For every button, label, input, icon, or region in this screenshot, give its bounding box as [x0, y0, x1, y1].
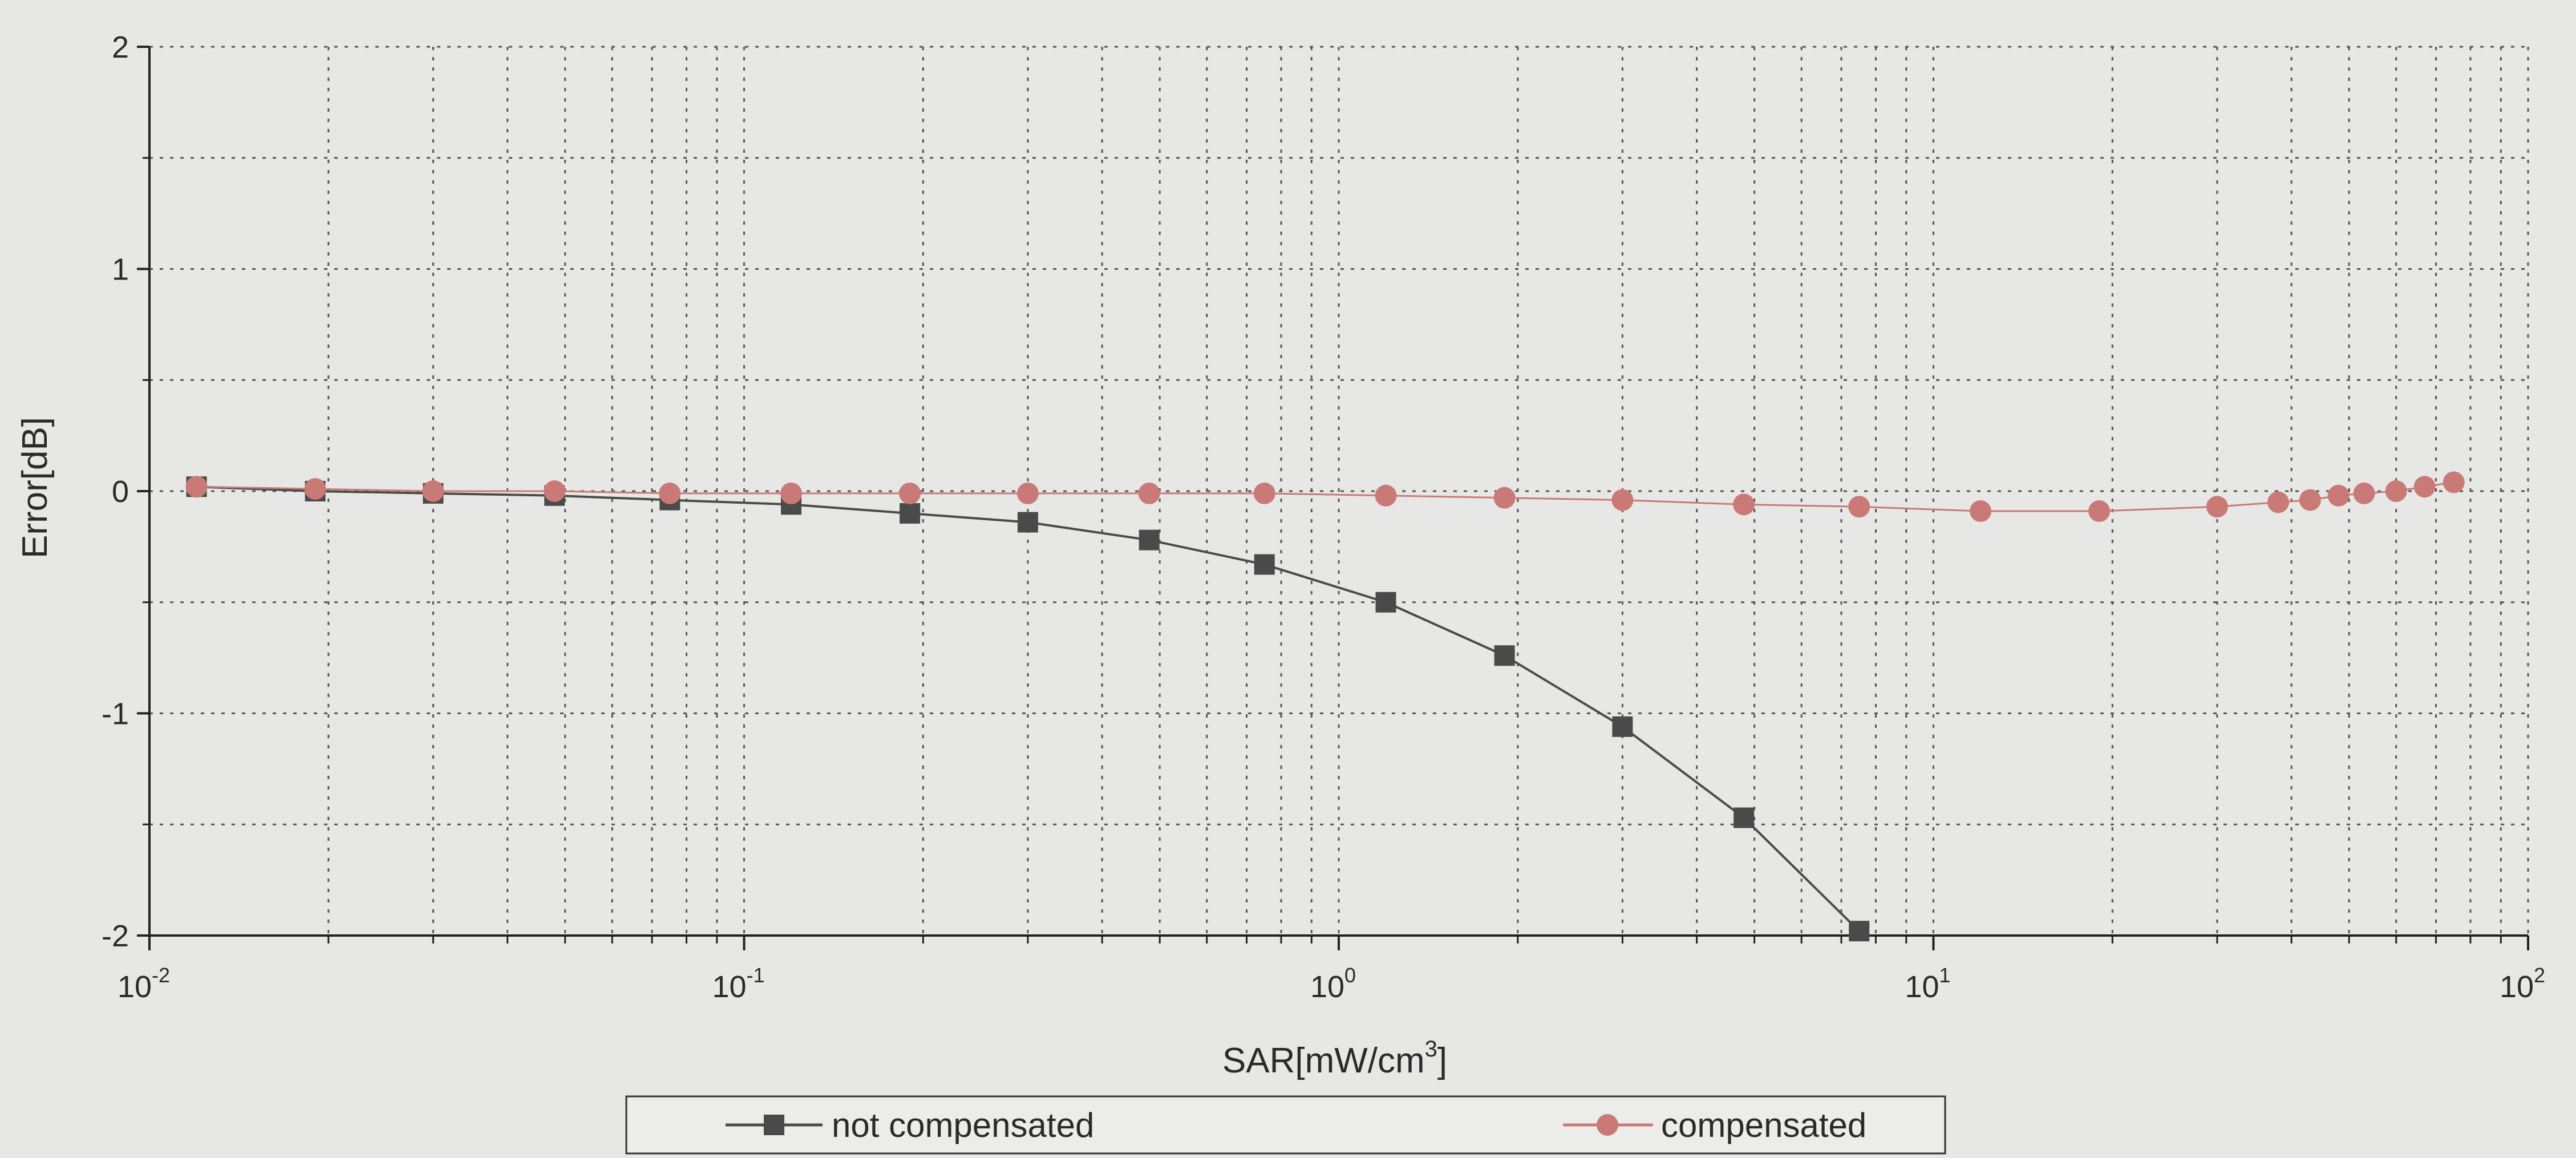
- data-point-compensated: [422, 480, 444, 502]
- data-point-compensated: [2353, 482, 2375, 504]
- data-point-compensated: [2267, 491, 2289, 513]
- data-point-compensated: [1253, 482, 1275, 504]
- legend-label-compensated: compensated: [1661, 1106, 1866, 1144]
- x-axis-title: SAR[mW/cm3]: [1222, 1036, 1447, 1080]
- x-tick-label: 10-2: [118, 963, 170, 1004]
- x-tick-label-exponent: -2: [152, 963, 170, 987]
- y-tick-label: -2: [102, 919, 129, 953]
- x-tick-label-exponent: 1: [1939, 963, 1951, 987]
- x-tick-label: 10-1: [712, 963, 764, 1004]
- data-point-compensated: [2443, 471, 2465, 493]
- legend: not compensated compensated: [625, 1095, 1946, 1155]
- x-tick-label: 100: [1310, 963, 1356, 1004]
- x-tick-label: 101: [1905, 963, 1950, 1004]
- data-point-compensated: [1016, 482, 1039, 504]
- data-point-not-compensated: [900, 503, 921, 524]
- x-tick-label-exponent: 0: [1344, 963, 1356, 987]
- data-point-compensated: [544, 480, 566, 502]
- x-tick-label: 102: [2500, 963, 2545, 1004]
- data-point-compensated: [1375, 484, 1397, 507]
- legend-marker-not-compensated: [764, 1115, 784, 1135]
- grid: [149, 46, 2529, 936]
- data-point-not-compensated: [1733, 807, 1755, 828]
- data-point-compensated: [780, 482, 803, 504]
- x-tick-label-base: 10: [1905, 970, 1939, 1004]
- data-point-not-compensated: [1612, 716, 1633, 737]
- x-axis-title-main: SAR[mW/cm: [1222, 1041, 1425, 1080]
- data-point-compensated: [185, 476, 208, 498]
- y-tick-label: 1: [112, 253, 129, 287]
- data-point-compensated: [1970, 500, 1992, 523]
- data-point-not-compensated: [1494, 645, 1515, 666]
- axes: 210-1-210-2 10-1 100 101 102: [102, 30, 2545, 1004]
- x-tick-label-base: 10: [118, 970, 152, 1004]
- data-point-compensated: [1138, 482, 1160, 504]
- data-point-compensated: [899, 482, 921, 504]
- x-tick-label-base: 10: [2500, 970, 2534, 1004]
- x-axis-title-sup: 3: [1425, 1036, 1437, 1062]
- data-point-compensated: [1493, 487, 1516, 509]
- legend-label-not-compensated: not compensated: [832, 1106, 1094, 1144]
- data-point-not-compensated: [1849, 921, 1870, 942]
- y-tick-label: -1: [102, 697, 129, 731]
- data-point-compensated: [1733, 493, 1755, 516]
- data-point-compensated: [659, 482, 681, 504]
- data-point-compensated: [1611, 489, 1634, 511]
- data-point-compensated: [2206, 496, 2228, 518]
- x-tick-label-exponent: -1: [747, 963, 765, 987]
- x-axis-title-suffix: ]: [1437, 1041, 1447, 1080]
- x-tick-label-exponent: 2: [2534, 963, 2545, 987]
- data-point-compensated: [2385, 480, 2407, 502]
- y-tick-label: 2: [112, 30, 129, 64]
- x-tick-label-base: 10: [1310, 970, 1344, 1004]
- legend-box: [625, 1095, 1946, 1155]
- y-tick-label: 0: [112, 475, 129, 509]
- data-point-compensated: [304, 478, 326, 500]
- data-point-compensated: [2299, 489, 2321, 511]
- y-axis-title: Error[dB]: [15, 417, 55, 558]
- legend-marker-compensated: [1597, 1114, 1618, 1136]
- data-point-compensated: [1848, 496, 1870, 518]
- data-point-not-compensated: [1017, 512, 1038, 533]
- data-point-compensated: [2327, 484, 2350, 507]
- data-point-not-compensated: [1254, 554, 1275, 575]
- data-point-compensated: [2413, 476, 2436, 498]
- data-point-not-compensated: [1375, 592, 1396, 613]
- data-point-not-compensated: [1139, 529, 1160, 550]
- series-layer: [185, 471, 2465, 942]
- x-tick-label-base: 10: [712, 970, 746, 1004]
- data-point-compensated: [2088, 500, 2111, 523]
